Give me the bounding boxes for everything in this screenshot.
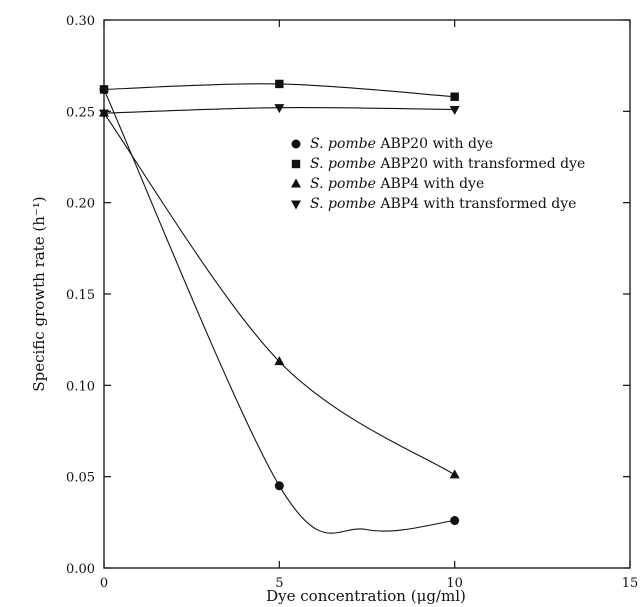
x-tick-label: 10 (446, 576, 463, 591)
legend-marker-circle (291, 139, 301, 149)
y-tick-label: 0.15 (66, 288, 95, 303)
data-point-triangle-down (449, 106, 460, 116)
legend-marker-triangle-up (291, 178, 301, 188)
y-axis-label: Specific growth rate (h⁻¹) (30, 196, 48, 391)
legend-entry: S. pombe ABP4 with transformed dye (310, 196, 576, 212)
data-point-triangle-down (99, 109, 109, 119)
x-tick-label: 15 (622, 576, 639, 591)
legend-entry: S. pombe ABP4 with dye (310, 176, 484, 192)
data-point-square (99, 85, 109, 94)
x-tick-label: 0 (100, 576, 108, 591)
plot-frame (103, 19, 631, 569)
data-point-triangle-down (274, 104, 285, 114)
data-point-triangle-up (449, 469, 460, 479)
data-point-circle (450, 516, 460, 526)
y-tick-label: 0.25 (66, 105, 95, 120)
series-line-2 (103, 112, 455, 476)
legend-entry: S. pombe ABP20 with transformed dye (310, 156, 585, 172)
data-point-circle (274, 481, 284, 491)
y-tick-label: 0.20 (66, 197, 95, 212)
y-tick-label: 0.05 (66, 471, 95, 486)
legend-marker-triangle-down (291, 200, 301, 210)
legend-entry: S. pombe ABP20 with dye (310, 136, 493, 152)
data-point-square (275, 79, 284, 89)
x-tick-label: 5 (275, 576, 283, 591)
data-point-triangle-up (274, 356, 285, 366)
data-point-square (450, 92, 459, 101)
x-axis-label: Dye concentration (μg/ml) (266, 587, 466, 605)
y-tick-label: 0.10 (66, 379, 95, 394)
y-tick-label: 0.30 (66, 14, 95, 29)
legend-marker-square (291, 159, 301, 169)
legend: S. pombe ABP20 with dye S. pombe ABP20 wi… (291, 136, 585, 212)
series-markers (99, 79, 460, 526)
y-tick-label: 0.00 (66, 562, 95, 577)
axis-ticks: 0 5 10 15 0.00 0.05 0.10 0.15 0.20 0.25 0.30 (66, 14, 638, 591)
series-line-0 (103, 89, 455, 534)
